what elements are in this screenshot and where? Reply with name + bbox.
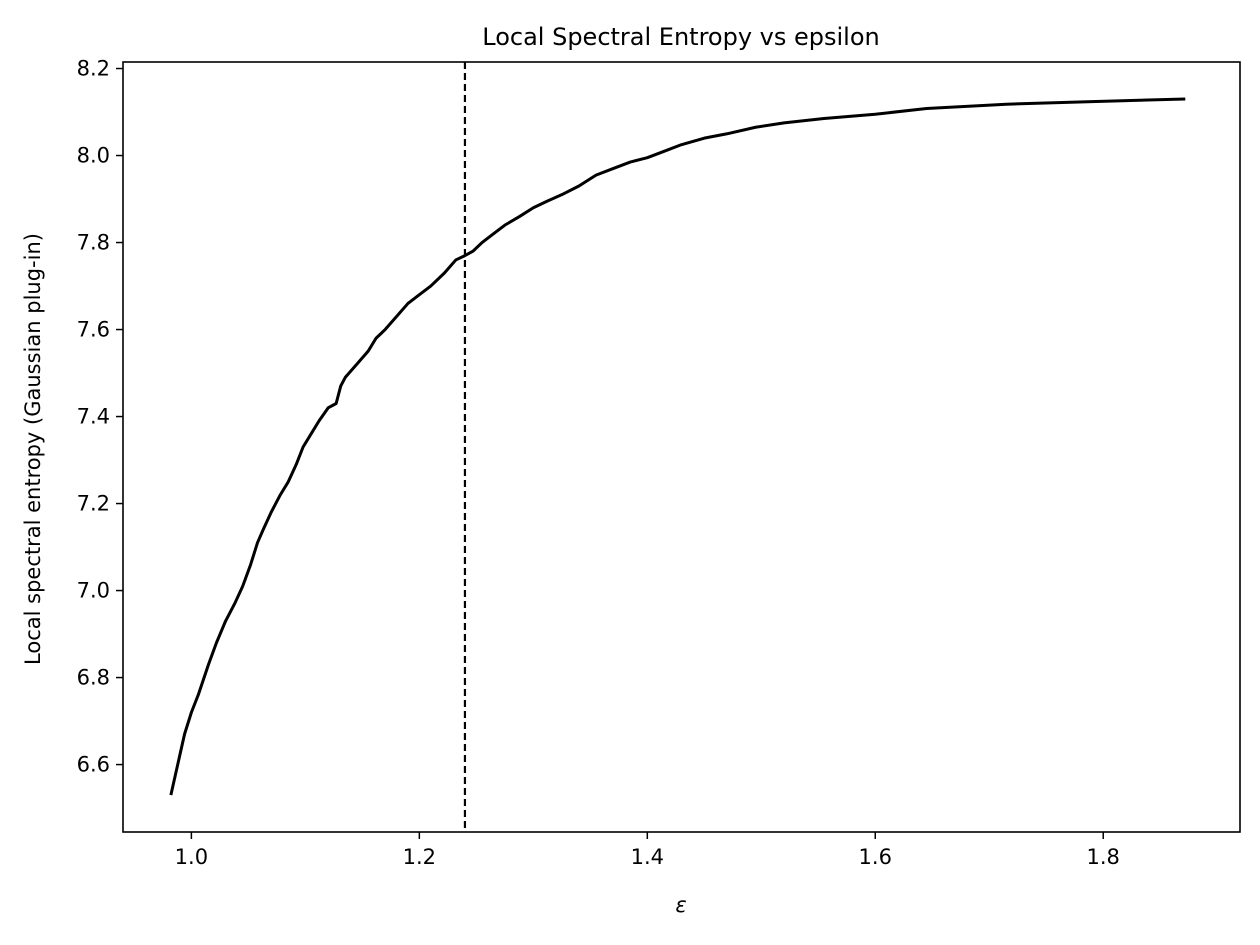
x-tick-label: 1.2 <box>403 845 436 869</box>
y-tick-label: 8.0 <box>77 144 110 168</box>
y-tick-label: 7.4 <box>77 405 110 429</box>
chart-title: Local Spectral Entropy vs epsilon <box>482 23 880 51</box>
x-tick-label: 1.4 <box>631 845 664 869</box>
y-tick-label: 7.2 <box>77 492 110 516</box>
y-tick-label: 7.8 <box>77 231 110 255</box>
y-tick-label: 6.6 <box>77 753 110 777</box>
plot-marks <box>171 62 1185 832</box>
plot-frame <box>123 62 1240 832</box>
x-tick-label: 1.0 <box>175 845 208 869</box>
x-axis-label: ε <box>675 893 686 917</box>
y-tick-label: 6.8 <box>77 666 110 690</box>
axis-ticks: 1.0 1.2 1.4 1.6 1.8 6.6 6.8 7.0 7.2 7.4 7.6 7.8 8.0 8… <box>77 57 1120 869</box>
y-tick-label: 7.0 <box>77 579 110 603</box>
y-axis-label: Local spectral entropy (Gaussian plug-in… <box>21 233 45 665</box>
x-tick-label: 1.8 <box>1087 845 1120 869</box>
series-line <box>171 99 1185 795</box>
y-tick-label: 7.6 <box>77 318 110 342</box>
x-tick-label: 1.6 <box>859 845 892 869</box>
y-tick-label: 8.2 <box>77 57 110 81</box>
